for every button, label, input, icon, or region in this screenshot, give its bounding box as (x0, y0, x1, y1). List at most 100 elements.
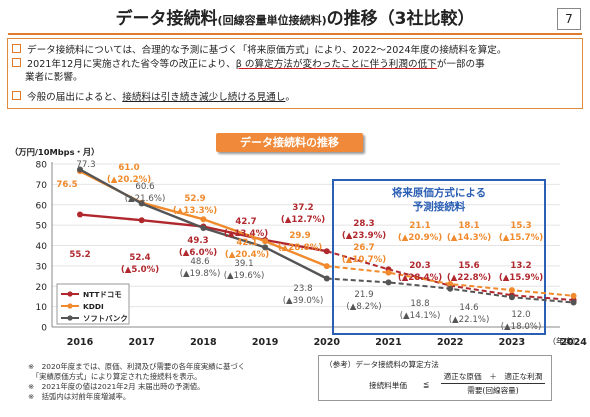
data-point (385, 279, 392, 286)
data-label: 52.4 (129, 253, 150, 263)
y-tick-label: 0 (41, 324, 47, 334)
data-point (200, 216, 207, 223)
change-label: (▲18.0%) (501, 322, 542, 332)
change-label: (▲20.2%) (107, 175, 151, 185)
data-point (508, 287, 515, 294)
data-label: 76.5 (56, 180, 77, 190)
data-label: 42.1 (236, 238, 257, 248)
formula-numerator: 適正な原価 ＋ 適正な利潤 (441, 371, 545, 384)
title-main: データ接続料 (115, 9, 218, 29)
data-point (200, 224, 207, 231)
y-tick-label: 30 (36, 262, 48, 272)
bullet-3: 今般の届出によると、接続料は引き続き減少し続ける見通し。 (12, 91, 295, 104)
x-tick-label: 2021 (375, 337, 401, 348)
change-label: (▲13.4%) (224, 229, 268, 239)
data-label: 18.8 (410, 299, 429, 309)
data-label: 21.1 (409, 221, 430, 231)
legend-label: NTTドコモ (83, 290, 122, 299)
data-point (138, 217, 145, 224)
title-tail: の推移（3社比較） (326, 9, 475, 29)
formula-box: （参考）データ接続料の算定方法 接続料単価 ≦ 適正な原価 ＋ 適正な利潤 需要… (318, 355, 552, 401)
bullet-2-line2: 業者に影響。 (25, 72, 83, 83)
change-label: (▲14.1%) (400, 311, 441, 321)
y-axis-label: （万円/10Mbps・月） (10, 147, 99, 157)
data-label: 18.1 (458, 221, 479, 231)
x-tick-label: 2023 (499, 337, 525, 348)
forecast-box (332, 179, 546, 335)
change-label: (▲22.8%) (447, 273, 491, 283)
data-point (77, 166, 83, 173)
bullet-2: 2021年12月に実施された省令等の改正により、β の算定方法が変わったことに伴… (12, 58, 485, 71)
change-label: (▲22.1%) (449, 315, 490, 325)
chart-header-label: データ接続料の推移 (216, 133, 363, 152)
change-label: (▲28.4%) (398, 273, 442, 283)
legend-marker (67, 291, 73, 297)
change-label: (▲6.0%) (179, 248, 217, 258)
data-point (508, 294, 515, 301)
data-point (138, 200, 145, 207)
data-label: 13.2 (510, 261, 531, 271)
footnote: ※ 2021年度の値は2021年2月 末届出時の予測値。 (28, 382, 205, 391)
page-number: 7 (557, 8, 581, 30)
legend-marker (67, 303, 73, 309)
formula-title: （参考）データ接続料の算定方法 (325, 360, 439, 369)
change-label: (▲13.3%) (173, 206, 217, 216)
data-label: 15.6 (458, 261, 479, 271)
title-divider (8, 33, 582, 35)
data-label: 48.6 (190, 257, 209, 267)
legend-label: KDDI (83, 302, 104, 311)
bullet-square-icon (12, 58, 21, 67)
data-label: 60.6 (135, 182, 154, 192)
data-label: 12.0 (511, 310, 530, 320)
data-label: 26.7 (353, 243, 374, 253)
page-title: データ接続料(回線容量単位接続料)の推移（3社比較） (0, 4, 590, 29)
data-point (323, 263, 330, 270)
formula-lhs: 接続料単価 (369, 381, 407, 390)
data-label: 61.0 (118, 163, 139, 173)
x-tick-label: 2017 (128, 337, 154, 348)
data-point (323, 248, 330, 255)
y-tick-label: 80 (36, 161, 48, 171)
data-label: 28.3 (353, 219, 374, 229)
x-axis-label: （年度） (548, 336, 580, 346)
change-label: (▲15.7%) (499, 233, 543, 243)
change-label: (▲5.0%) (121, 265, 159, 275)
bullet-square-icon (12, 44, 21, 53)
change-label: (▲28.8%) (278, 243, 322, 253)
y-tick-label: 40 (36, 242, 48, 252)
footnote: ※ 括弧内は対前年度増減率。 (28, 392, 131, 401)
data-point (262, 244, 269, 251)
data-label: 14.6 (459, 303, 478, 313)
change-label: (▲19.8%) (180, 269, 221, 279)
x-tick-label: 2018 (190, 337, 217, 348)
x-tick-label: 2016 (67, 337, 94, 348)
data-label: 15.3 (510, 221, 531, 231)
y-tick-label: 10 (36, 303, 48, 313)
data-label: 39.1 (234, 259, 253, 269)
data-label: 20.3 (409, 261, 430, 271)
data-label: 37.2 (292, 203, 313, 213)
change-label: (▲15.9%) (499, 273, 543, 283)
data-point (77, 211, 83, 218)
change-label: (▲10.7%) (342, 255, 386, 265)
data-label: 42.7 (235, 217, 256, 227)
data-label: 77.3 (76, 160, 95, 170)
change-label: (▲19.6%) (224, 271, 265, 281)
title-paren: (回線容量単位接続料) (217, 14, 327, 27)
footnote: ※ 2020年度までは、原価、利潤及び需要の各年度実績に基づく (28, 362, 246, 371)
forecast-label: 予測接続料 (413, 200, 466, 213)
data-point (323, 275, 330, 282)
formula-denominator: 需要(回線容量) (467, 386, 519, 395)
bullet-square-icon (12, 91, 21, 100)
data-point (570, 299, 577, 306)
x-tick-label: 2022 (437, 337, 463, 348)
change-label: (▲14.3%) (447, 233, 491, 243)
data-label: 49.3 (187, 236, 208, 246)
y-tick-label: 50 (36, 222, 48, 232)
data-point (570, 292, 577, 299)
bullet-1: データ接続料については、合理的な予測に基づく「将来原価方式」により、2022～2… (12, 44, 507, 57)
x-tick-label: 2019 (252, 337, 278, 348)
data-label: 55.2 (69, 250, 90, 260)
change-label: (▲20.4%) (225, 250, 269, 260)
